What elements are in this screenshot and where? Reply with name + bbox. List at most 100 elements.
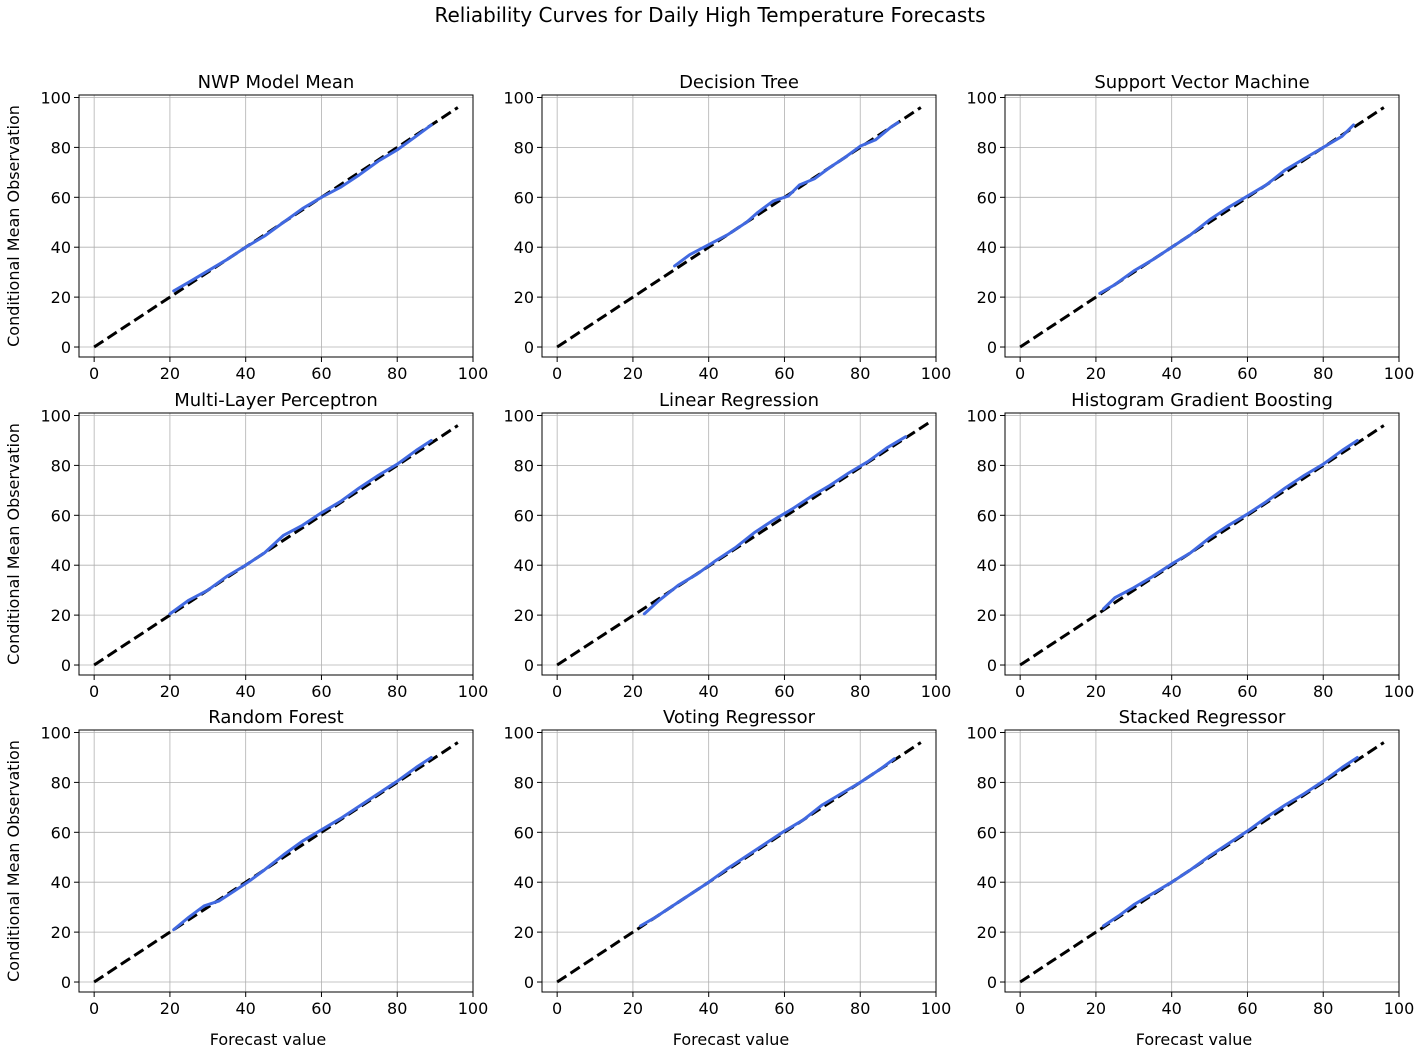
x-tick-label: 100 <box>458 682 489 701</box>
y-tick-label: 60 <box>977 823 997 842</box>
y-tick-label: 0 <box>61 338 71 357</box>
y-tick-label: 80 <box>977 456 997 475</box>
y-tick-label: 40 <box>51 873 71 892</box>
x-tick-label: 20 <box>160 682 180 701</box>
x-tick-label: 60 <box>1237 682 1257 701</box>
x-tick-label: 0 <box>552 682 562 701</box>
x-axis-label: Forecast value <box>210 1030 327 1049</box>
x-tick-label: 40 <box>1162 999 1182 1018</box>
y-tick-label: 20 <box>51 288 71 307</box>
y-tick-label: 20 <box>514 606 534 625</box>
x-tick-label: 60 <box>311 999 331 1018</box>
y-tick-label: 40 <box>977 873 997 892</box>
panel-title: NWP Model Mean <box>198 72 355 93</box>
y-tick-label: 100 <box>40 723 71 742</box>
y-axis-label: Conditional Mean Observation <box>4 740 23 982</box>
y-tick-label: 0 <box>524 338 534 357</box>
axes-frame <box>541 94 937 358</box>
panel-9: Stacked Regressor 0 20 40 60 80 100 0 20 40 60 80 10… <box>966 707 1414 1049</box>
panel-title: Support Vector Machine <box>1094 72 1309 93</box>
y-tick-label: 40 <box>51 238 71 257</box>
panel-title: Random Forest <box>208 707 343 728</box>
x-tick-label: 40 <box>699 364 719 383</box>
x-tick-label: 20 <box>160 999 180 1018</box>
x-tick-label: 20 <box>1086 682 1106 701</box>
axes-frame <box>541 729 937 993</box>
x-tick-label: 0 <box>89 364 99 383</box>
x-tick-label: 100 <box>921 999 952 1018</box>
y-tick-label: 60 <box>514 506 534 525</box>
x-tick-label: 0 <box>552 364 562 383</box>
panel-title: Voting Regressor <box>663 707 816 728</box>
y-tick-label: 80 <box>51 773 71 792</box>
y-tick-label: 100 <box>503 406 534 425</box>
y-tick-label: 20 <box>514 923 534 942</box>
y-tick-label: 40 <box>514 556 534 575</box>
reliability-curve <box>642 435 908 616</box>
reliability-curve <box>1098 123 1356 295</box>
y-tick-label: 40 <box>514 238 534 257</box>
x-tick-label: 20 <box>623 364 643 383</box>
y-tick-label: 20 <box>51 923 71 942</box>
x-tick-label: 100 <box>1384 999 1415 1018</box>
x-tick-label: 80 <box>1313 999 1333 1018</box>
y-tick-label: 100 <box>966 406 997 425</box>
y-tick-label: 100 <box>966 88 997 107</box>
y-tick-label: 40 <box>51 556 71 575</box>
x-tick-label: 40 <box>699 999 719 1018</box>
x-tick-label: 80 <box>1313 364 1333 383</box>
y-tick-label: 40 <box>514 873 534 892</box>
y-tick-label: 100 <box>966 723 997 742</box>
panel-title: Histogram Gradient Boosting <box>1071 390 1333 411</box>
panel-title: Multi-Layer Perceptron <box>174 390 378 411</box>
figure-title: Reliability Curves for Daily High Temper… <box>434 3 985 27</box>
panel-8: Voting Regressor 0 20 40 60 80 100 0 20 40 60 80 100… <box>503 707 951 1049</box>
axes-frame <box>1004 94 1400 358</box>
x-tick-label: 20 <box>160 364 180 383</box>
panel-title: Stacked Regressor <box>1119 707 1286 728</box>
reliability-curve <box>172 123 433 293</box>
axes-frame <box>78 94 474 358</box>
y-tick-label: 20 <box>977 923 997 942</box>
panel-5: Linear Regression 0 20 40 60 80 100 0 20 40 60 80 10… <box>503 390 951 701</box>
x-tick-label: 0 <box>1015 999 1025 1018</box>
x-tick-label: 60 <box>1237 999 1257 1018</box>
y-tick-label: 20 <box>514 288 534 307</box>
x-tick-label: 20 <box>623 682 643 701</box>
reliability-curve <box>168 438 433 616</box>
x-axis-label: Forecast value <box>673 1030 790 1049</box>
x-tick-label: 0 <box>89 682 99 701</box>
y-tick-label: 60 <box>514 823 534 842</box>
panel-title: Decision Tree <box>679 72 799 93</box>
panel-6: Histogram Gradient Boosting 0 20 40 60 80 100 0… <box>966 390 1414 701</box>
y-tick-label: 40 <box>977 556 997 575</box>
reliability-curve <box>1102 438 1359 611</box>
x-tick-label: 80 <box>850 999 870 1018</box>
axes-frame <box>78 412 474 676</box>
y-tick-label: 100 <box>40 88 71 107</box>
x-tick-label: 60 <box>774 364 794 383</box>
reliability-curve <box>172 755 433 932</box>
x-tick-label: 80 <box>387 364 407 383</box>
y-tick-label: 100 <box>40 406 71 425</box>
y-tick-label: 40 <box>977 238 997 257</box>
x-tick-label: 20 <box>623 999 643 1018</box>
y-tick-label: 100 <box>503 88 534 107</box>
y-tick-label: 80 <box>51 456 71 475</box>
panel-title: Linear Regression <box>659 390 819 411</box>
y-tick-label: 80 <box>977 138 997 157</box>
x-tick-label: 80 <box>1313 682 1333 701</box>
y-tick-label: 80 <box>514 773 534 792</box>
x-tick-label: 60 <box>774 999 794 1018</box>
x-tick-label: 0 <box>552 999 562 1018</box>
y-tick-label: 0 <box>987 656 997 675</box>
y-tick-label: 0 <box>61 973 71 992</box>
y-axis-label: Conditional Mean Observation <box>4 423 23 665</box>
y-tick-label: 80 <box>514 138 534 157</box>
x-tick-label: 0 <box>1015 364 1025 383</box>
x-tick-label: 40 <box>1162 364 1182 383</box>
x-tick-label: 40 <box>1162 682 1182 701</box>
panel-2: Decision Tree 0 20 40 60 80 100 0 20 40 60 80 100 <box>503 72 951 383</box>
x-tick-label: 80 <box>850 682 870 701</box>
panel-1: NWP Model Mean 0 20 40 60 80 100 0 20 40 60 80 100 Co… <box>4 72 488 383</box>
